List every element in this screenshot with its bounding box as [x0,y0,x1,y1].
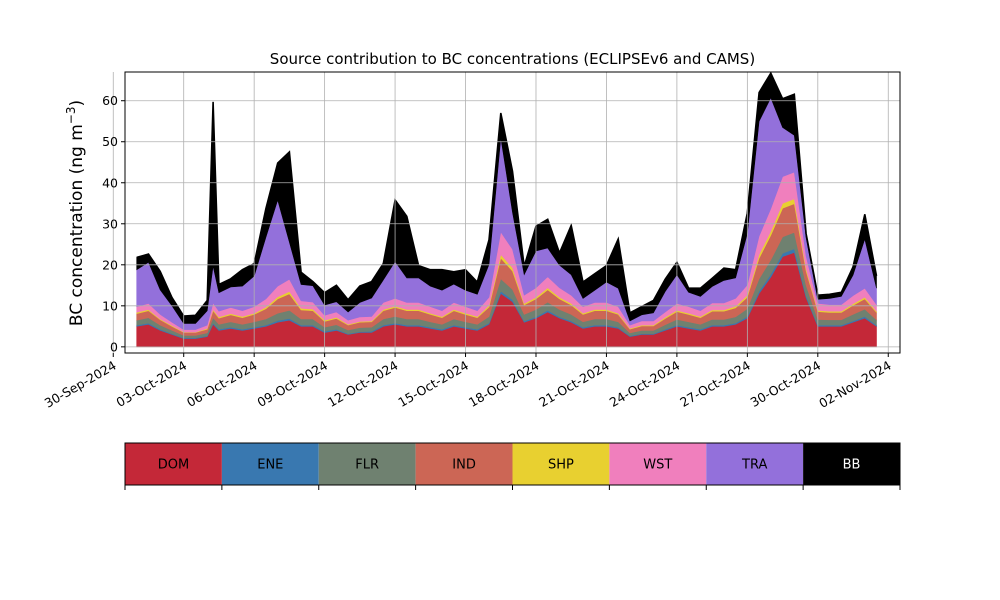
legend-swatch-flr [318,443,416,485]
y-axis-label-main: BC concentration (ng m [67,124,87,326]
legend-label-tra: TRA [741,458,767,473]
y-axis-label-close: ) [67,100,87,107]
legend-swatch-tra [706,443,804,485]
y-axis-label: BC concentration (ng m−3) [64,100,87,326]
plot-frame [124,71,901,354]
legend-swatch-ind [415,443,513,485]
stacked-area-series [136,71,878,348]
legend-label-ind: IND [452,458,476,473]
y-tick-label: 10 [102,298,118,313]
y-tick-label: 30 [102,216,118,231]
grid-lines [112,72,900,353]
legend-label-flr: FLR [355,458,379,473]
source-legend: DOM ENE FLR IND SHP WST TRA BB [124,442,901,490]
legend-swatch-shp [512,443,610,485]
y-tick-label: 20 [102,257,118,272]
legend-label-wst: WST [643,458,672,473]
legend-label-shp: SHP [548,458,574,473]
legend-label-bb: BB [843,458,861,473]
y-tick-label: 50 [102,134,118,149]
legend-swatch-wst [609,443,707,485]
y-axis-ticks: 0 10 20 30 40 50 60 [102,93,125,354]
legend-label-ene: ENE [257,458,283,473]
legend-label-dom: DOM [158,458,189,473]
y-tick-label: 0 [110,339,118,354]
legend-swatch-bb [803,443,900,485]
y-tick-label: 60 [102,93,118,108]
y-axis-label-superscript: −3 [64,106,78,124]
stack-top-outline [136,71,878,317]
legend-swatch-ene [221,443,319,485]
legend-swatch-dom [125,443,222,485]
chart-title: Source contribution to BC concentrations… [270,50,755,68]
y-tick-label: 40 [102,175,118,190]
